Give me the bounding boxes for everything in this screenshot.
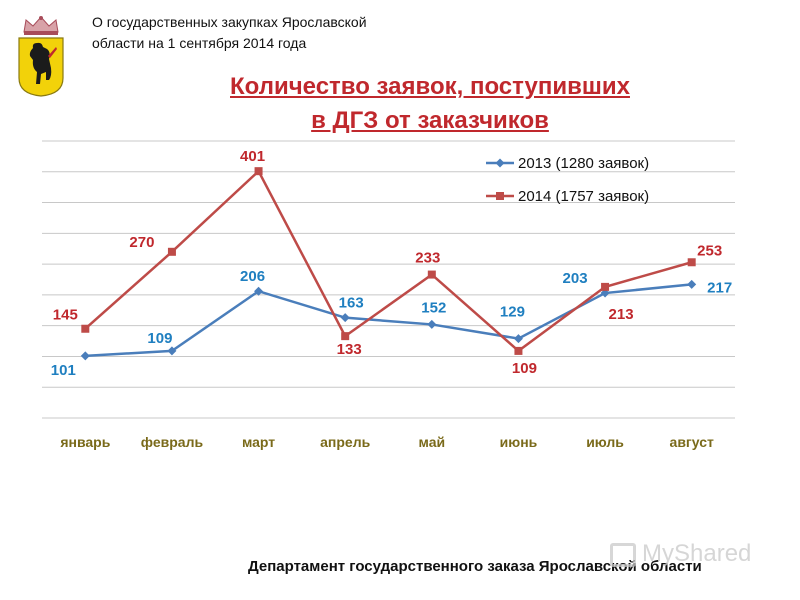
- data-point: [687, 258, 696, 267]
- legend-label: 2014 (1757 заявок): [518, 188, 649, 205]
- data-label: 203: [563, 270, 588, 287]
- data-label: 163: [339, 295, 364, 312]
- data-point: [601, 282, 610, 291]
- legend-label: 2013 (1280 заявок): [518, 155, 649, 172]
- x-tick-label: январь: [60, 434, 110, 450]
- legend-marker: [495, 158, 505, 168]
- x-tick-label: май: [419, 434, 446, 450]
- data-label: 233: [415, 250, 440, 267]
- data-point: [80, 351, 90, 361]
- data-label: 401: [240, 148, 265, 165]
- data-label: 129: [500, 304, 525, 321]
- x-tick-label: март: [242, 434, 275, 450]
- data-point: [514, 346, 523, 355]
- x-tick-label: август: [670, 434, 714, 450]
- series-line: [84, 169, 693, 353]
- header-text: О государственных закупках Ярославской о…: [92, 12, 452, 54]
- series-line: [85, 283, 692, 358]
- data-point: [81, 324, 90, 333]
- x-tick-label: февраль: [141, 434, 204, 450]
- data-point: [513, 334, 523, 344]
- data-point: [341, 332, 350, 341]
- chart-legend: 2013 (1280 заявок) 2014 (1757 заявок): [486, 155, 649, 205]
- header-line-2: области на 1 сентября 2014 года: [92, 35, 307, 51]
- chart-x-ticks: январь февраль март апрель май июнь июль август: [60, 434, 714, 450]
- data-label: 109: [512, 360, 537, 377]
- x-tick-label: июнь: [500, 434, 538, 450]
- watermark-logo-icon: [610, 542, 636, 567]
- watermark-text: MyShared: [642, 540, 752, 567]
- data-point: [167, 346, 177, 356]
- data-point: [427, 319, 437, 329]
- data-point: [254, 167, 263, 176]
- x-tick-label: июль: [586, 434, 624, 450]
- data-label: 152: [421, 299, 446, 316]
- coat-of-arms-icon: [18, 16, 64, 97]
- data-point: [254, 286, 264, 296]
- data-label: 253: [697, 242, 722, 259]
- data-point: [340, 313, 350, 323]
- data-point: [427, 270, 436, 279]
- chart-series: 101 109 206 163 152 129 203 217 145 270 401 133 233 1…: [51, 148, 732, 379]
- data-point: [687, 279, 697, 289]
- data-label: 101: [51, 362, 76, 379]
- chart-title-line-1: Количество заявок, поступивших: [230, 73, 630, 100]
- x-tick-label: апрель: [320, 434, 370, 450]
- data-label: 145: [53, 307, 78, 324]
- data-label: 109: [147, 330, 172, 347]
- footer-department: Департамент государственного заказа Ярос…: [248, 558, 702, 575]
- chart-title: Количество заявок, поступивших в ДГЗ от …: [160, 70, 700, 138]
- legend-marker: [496, 192, 504, 200]
- data-label: 213: [609, 306, 634, 323]
- watermark: MyShared: [610, 540, 751, 568]
- data-label: 133: [337, 341, 362, 358]
- data-point: [167, 247, 176, 256]
- header-line-1: О государственных закупках Ярославской: [92, 14, 367, 30]
- data-label: 206: [240, 268, 265, 285]
- data-label: 217: [707, 279, 732, 296]
- chart-title-line-2: в ДГЗ от заказчиков: [311, 107, 549, 134]
- data-label: 270: [129, 234, 154, 251]
